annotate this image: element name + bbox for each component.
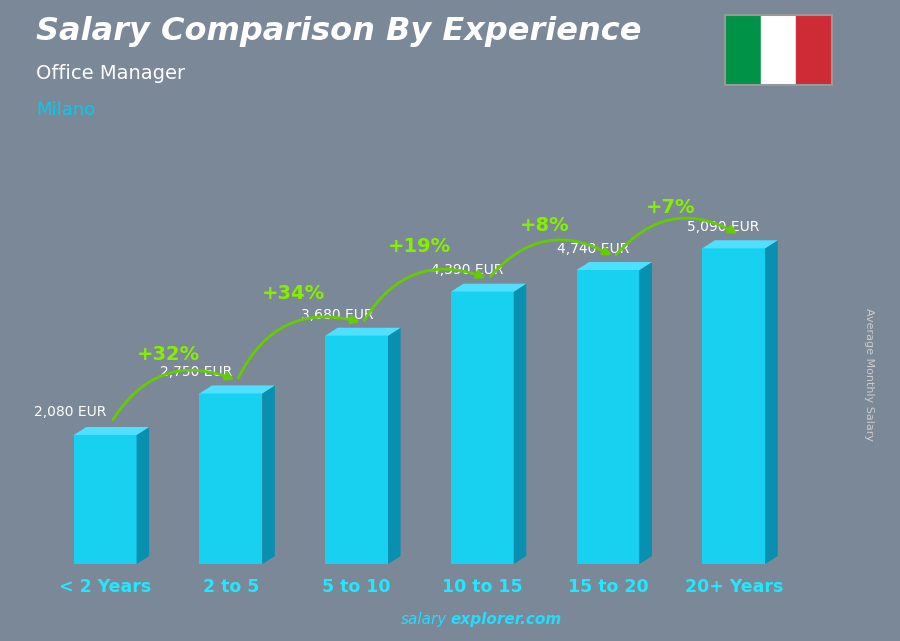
Bar	[74, 435, 137, 564]
Bar	[796, 15, 832, 85]
Text: Milano: Milano	[36, 101, 95, 119]
Polygon shape	[74, 427, 149, 435]
Polygon shape	[639, 262, 652, 564]
Polygon shape	[765, 240, 778, 564]
Bar	[577, 270, 639, 564]
Text: 4,390 EUR: 4,390 EUR	[431, 263, 503, 278]
Polygon shape	[137, 427, 149, 564]
Text: 5,090 EUR: 5,090 EUR	[688, 220, 760, 234]
Text: 3,680 EUR: 3,680 EUR	[302, 308, 374, 322]
Text: +19%: +19%	[388, 237, 451, 256]
Text: +8%: +8%	[520, 216, 570, 235]
Bar	[451, 292, 514, 564]
Polygon shape	[514, 284, 526, 564]
Text: explorer.com: explorer.com	[450, 612, 562, 627]
Polygon shape	[451, 284, 526, 292]
Text: 2,080 EUR: 2,080 EUR	[34, 405, 106, 419]
Polygon shape	[325, 328, 400, 336]
Bar	[760, 15, 796, 85]
Text: Average Monthly Salary: Average Monthly Salary	[863, 308, 874, 442]
Bar	[702, 248, 765, 564]
Polygon shape	[262, 385, 274, 564]
Text: +7%: +7%	[646, 197, 696, 217]
Text: +34%: +34%	[262, 284, 325, 303]
Text: Office Manager: Office Manager	[36, 64, 185, 83]
Bar	[200, 394, 262, 564]
Text: salary: salary	[401, 612, 447, 627]
Text: Salary Comparison By Experience: Salary Comparison By Experience	[36, 16, 642, 47]
Polygon shape	[577, 262, 652, 270]
Polygon shape	[200, 385, 274, 394]
Polygon shape	[388, 328, 400, 564]
Text: 4,740 EUR: 4,740 EUR	[557, 242, 629, 256]
Bar	[325, 336, 388, 564]
Text: 2,750 EUR: 2,750 EUR	[159, 365, 232, 379]
Bar	[725, 15, 760, 85]
Polygon shape	[702, 240, 778, 248]
Text: +32%: +32%	[137, 345, 200, 363]
